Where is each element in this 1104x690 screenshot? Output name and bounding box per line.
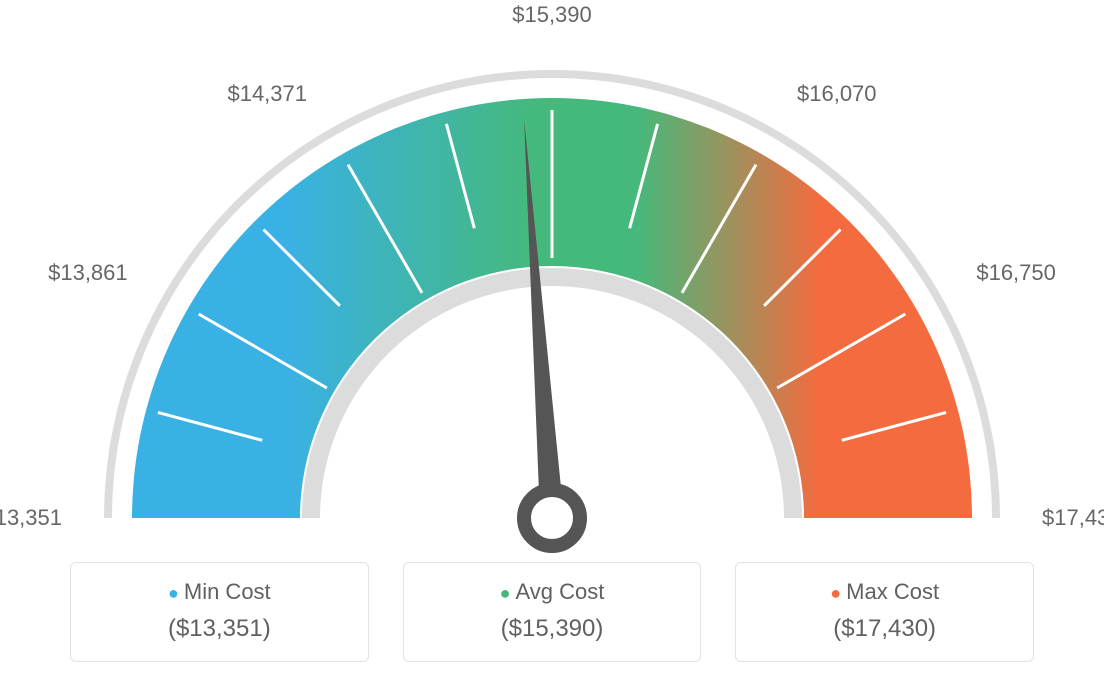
min-cost-title: Min Cost [81, 579, 358, 605]
tick-label: $15,390 [512, 2, 592, 28]
summary-cards: Min Cost ($13,351) Avg Cost ($15,390) Ma… [70, 562, 1034, 662]
tick-label: $16,070 [797, 81, 877, 107]
gauge: $13,351 $13,861 $14,371 $15,390 $16,070 $16,7… [0, 0, 1104, 560]
avg-cost-card: Avg Cost ($15,390) [403, 562, 702, 662]
avg-cost-value: ($15,390) [414, 615, 691, 643]
gauge-svg [0, 0, 1104, 560]
tick-label: $16,750 [976, 260, 1056, 286]
max-cost-value: ($17,430) [746, 615, 1023, 643]
min-cost-value: ($13,351) [81, 615, 358, 643]
tick-label: $17,430 [1042, 505, 1104, 531]
max-cost-card: Max Cost ($17,430) [735, 562, 1034, 662]
needle-hub [524, 490, 580, 546]
max-cost-title: Max Cost [746, 579, 1023, 605]
tick-label: $13,351 [0, 505, 62, 531]
avg-cost-title: Avg Cost [414, 579, 691, 605]
tick-label: $14,371 [227, 81, 307, 107]
min-cost-card: Min Cost ($13,351) [70, 562, 369, 662]
tick-label: $13,861 [48, 260, 128, 286]
chart-container: $13,351 $13,861 $14,371 $15,390 $16,070 $16,7… [0, 0, 1104, 690]
